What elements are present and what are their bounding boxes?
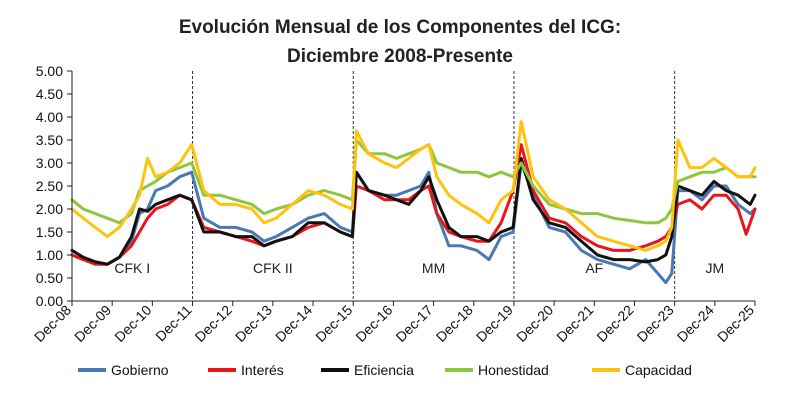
y-tick-label: 2.00: [36, 201, 63, 217]
period-layer: CFK I CFK II MM AF JM: [114, 260, 724, 276]
y-tick-label: 1.00: [36, 247, 63, 263]
x-tick-label: Dec-11: [152, 302, 195, 345]
y-tick-label: 3.50: [36, 132, 63, 148]
legend-label-honestidad: Honestidad: [478, 362, 549, 378]
y-tick-label: 3.00: [36, 155, 63, 171]
legend-label-capacidad: Capacidad: [625, 362, 692, 378]
chart-title: Evolución Mensual de los Componentes del…: [179, 17, 621, 38]
y-tick-label: 4.00: [36, 109, 63, 125]
x-tick-label: Dec-14: [272, 302, 315, 345]
x-tick-label: Dec-10: [111, 302, 154, 345]
legend-label-eficiencia: Eficiencia: [354, 362, 414, 378]
y-tick-label: 2.50: [36, 178, 63, 194]
x-tick-label: Dec-16: [352, 302, 395, 345]
y-tick-label: 0.50: [36, 270, 63, 286]
x-tick-label: Dec-13: [232, 302, 275, 345]
y-tick-label: 1.50: [36, 224, 63, 240]
x-tick-label: Dec-12: [192, 302, 235, 345]
series-line-eficiencia: [70, 156, 757, 266]
y-tick-label: 4.50: [36, 86, 63, 102]
y-tick-label: 0.00: [36, 293, 63, 309]
series-line-gobierno: [70, 161, 757, 285]
series-layer: [70, 120, 757, 285]
x-tick-label: Dec-23: [634, 302, 677, 345]
period-label-cfk-i: CFK I: [114, 260, 150, 276]
period-label-cfk-ii: CFK II: [253, 260, 293, 276]
legend: Gobierno Interés Eficiencia Honestidad Capac…: [78, 362, 692, 378]
x-tick-label: Dec-18: [433, 302, 476, 345]
x-tick-label: Dec-25: [714, 302, 757, 345]
period-label-mm: MM: [422, 260, 445, 276]
x-tick-label: Dec-21: [553, 302, 596, 345]
period-label-af: AF: [585, 260, 603, 276]
x-tick-label: Dec-22: [593, 302, 636, 345]
axis-layer: 0.00 0.50 1.00 1.50 2.00 2.50 3.00 3.50 4.00 4.50…: [31, 63, 757, 345]
period-label-jm: JM: [705, 260, 724, 276]
x-tick-label: Dec-24: [674, 302, 717, 345]
x-tick-label: Dec-09: [71, 302, 114, 345]
x-tick-label: Dec-17: [392, 302, 435, 345]
x-tick-label: Dec-20: [513, 302, 556, 345]
chart-subtitle: Diciembre 2008-Presente: [287, 46, 513, 67]
legend-label-gobierno: Gobierno: [111, 362, 169, 378]
series-line-capacidad: [70, 120, 757, 252]
legend-label-interes: Interés: [241, 362, 284, 378]
x-tick-label: Dec-15: [312, 302, 355, 345]
x-tick-label: Dec-19: [473, 302, 516, 345]
y-tick-label: 5.00: [36, 63, 63, 79]
